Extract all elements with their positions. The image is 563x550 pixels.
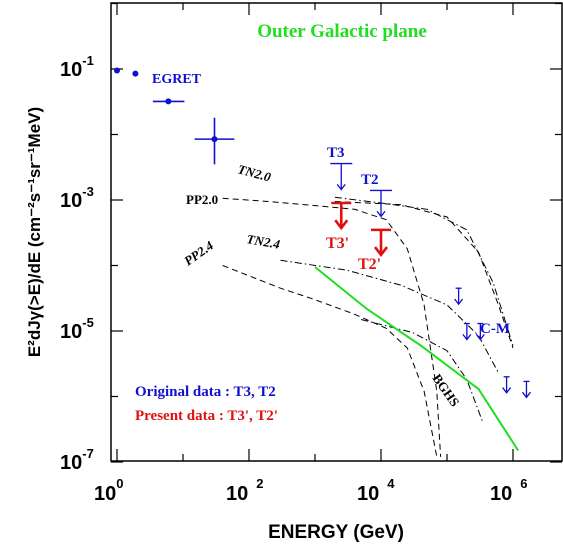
y-tick-label-3: 10-7 [60, 446, 94, 474]
original-upper-limit-c-m [475, 322, 485, 341]
x-tick-base: 10 [94, 483, 116, 505]
curve-bghs [314, 266, 520, 452]
curve-pp-upper [334, 201, 514, 349]
tn20-label: TN2.0 [236, 161, 273, 184]
curve-tn2-0 [334, 196, 514, 346]
y-axis-label: E²dJγ(>E)/dE (cm⁻²s⁻¹sr⁻¹MeV) [25, 107, 44, 357]
plot-frame [110, 2, 563, 462]
x-tick-label-3: 10 6 [490, 476, 527, 505]
tn24-label: TN2.4 [245, 231, 281, 252]
egret-point [211, 136, 218, 143]
x-tick-base: 10 [490, 483, 512, 505]
x-tick-label-2: 10 4 [357, 476, 395, 505]
y-tick-base: 10 [60, 321, 82, 343]
y-tick-exp: -3 [82, 184, 94, 199]
axis-ticks [111, 2, 562, 463]
original-upper-limit-t2 [370, 189, 392, 218]
curve-tn2-4-lower [360, 319, 484, 423]
y-tick-label-0: 10-1 [60, 53, 94, 81]
y-tick-base: 10 [60, 59, 82, 81]
legend-original: Original data : T3, T2 [135, 384, 276, 400]
pp20-label: PP2.0 [186, 192, 218, 207]
y-tick-exp: -5 [82, 315, 94, 330]
x-tick-base: 10 [357, 483, 379, 505]
original-upper-limit-c-m [462, 322, 472, 341]
y-tick-exp: -7 [82, 446, 94, 461]
svg-text:100: 100 [94, 476, 123, 505]
original-upper-limit-c-m [502, 376, 512, 394]
original-upper-limit-c-m [521, 380, 531, 399]
original-upper-limit-c-m [454, 287, 464, 306]
egret-label: EGRET [152, 72, 202, 87]
y-tick-label-2: 10-5 [60, 315, 94, 343]
svg-text:106: 10 6 [490, 476, 527, 505]
t2p-label: T2' [358, 256, 381, 273]
y-tick-label-1: 10-3 [60, 184, 94, 212]
curve-tn2-4 [280, 259, 499, 374]
t3-label: T3 [327, 145, 345, 161]
svg-text:104: 10 4 [357, 476, 395, 505]
x-tick-exp: 2 [256, 476, 263, 491]
x-tick-base: 10 [226, 483, 248, 505]
t3p-label: T3' [326, 235, 349, 252]
legend-present: Present data : T3', T2' [135, 408, 278, 424]
egret-point [165, 98, 172, 105]
curve-pp2-4 [222, 265, 438, 457]
svg-text:10-1: 10-1 [60, 53, 94, 81]
bghs-label: BGHS [430, 371, 463, 409]
pp24-label: PP2.4 [181, 237, 216, 268]
curve-pp2-0 [222, 197, 442, 457]
present-upper-limit-t2- [371, 228, 391, 257]
x-tick-exp: 0 [116, 476, 123, 491]
t2-label: T2 [361, 172, 379, 188]
y-tick-base: 10 [60, 190, 82, 212]
x-axis-label: ENERGY (GeV) [268, 522, 404, 543]
x-tick-exp: 4 [387, 476, 395, 491]
svg-text:10-3: 10-3 [60, 184, 94, 212]
egret-point [132, 70, 139, 77]
original-upper-limit-t3 [330, 162, 353, 191]
chart-title: Outer Galactic plane [257, 21, 427, 42]
y-tick-base: 10 [60, 452, 82, 474]
x-tick-exp: 6 [520, 476, 527, 491]
svg-text:10-7: 10-7 [60, 446, 94, 474]
x-tick-label-1: 10 2 [226, 476, 263, 505]
x-tick-label-0: 100 [94, 476, 123, 505]
svg-text:102: 10 2 [226, 476, 263, 505]
svg-text:10-5: 10-5 [60, 315, 94, 343]
cm-label: C-M [480, 321, 510, 337]
curves [222, 196, 520, 457]
y-tick-exp: -1 [82, 53, 94, 68]
present-upper-limit-t3- [331, 201, 352, 231]
egret-point [114, 67, 120, 74]
data-marks [114, 67, 531, 399]
